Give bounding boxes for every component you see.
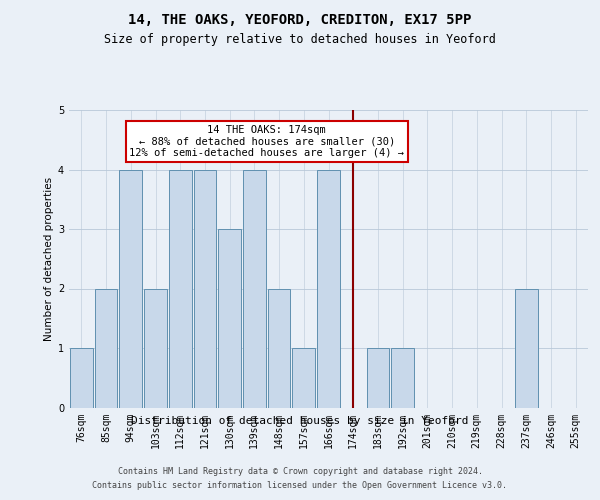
Bar: [243, 170, 266, 408]
Bar: [391, 348, 414, 408]
Text: Size of property relative to detached houses in Yeoford: Size of property relative to detached ho…: [104, 32, 496, 46]
Bar: [95, 288, 118, 408]
Text: Distribution of detached houses by size in Yeoford: Distribution of detached houses by size …: [131, 416, 469, 426]
Bar: [317, 170, 340, 408]
Bar: [218, 229, 241, 408]
Bar: [119, 170, 142, 408]
Y-axis label: Number of detached properties: Number of detached properties: [44, 176, 54, 341]
Bar: [268, 288, 290, 408]
Bar: [169, 170, 191, 408]
Bar: [194, 170, 216, 408]
Bar: [70, 348, 93, 408]
Text: Contains public sector information licensed under the Open Government Licence v3: Contains public sector information licen…: [92, 481, 508, 490]
Text: 14, THE OAKS, YEOFORD, CREDITON, EX17 5PP: 14, THE OAKS, YEOFORD, CREDITON, EX17 5P…: [128, 12, 472, 26]
Bar: [367, 348, 389, 408]
Text: 14 THE OAKS: 174sqm
← 88% of detached houses are smaller (30)
12% of semi-detach: 14 THE OAKS: 174sqm ← 88% of detached ho…: [129, 125, 404, 158]
Bar: [144, 288, 167, 408]
Bar: [292, 348, 315, 408]
Bar: [515, 288, 538, 408]
Text: Contains HM Land Registry data © Crown copyright and database right 2024.: Contains HM Land Registry data © Crown c…: [118, 468, 482, 476]
